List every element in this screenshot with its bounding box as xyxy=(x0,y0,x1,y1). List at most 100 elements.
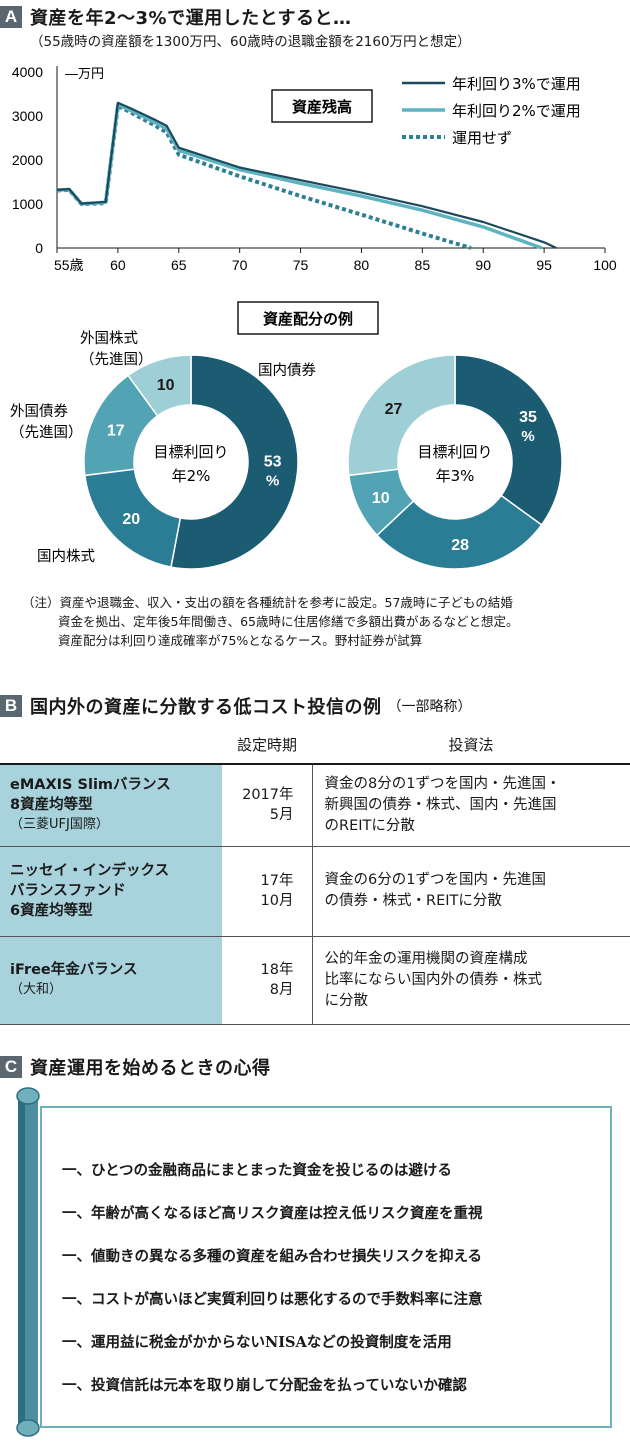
note-line: 資産配分は利回り達成確率が75%となるケース。野村証券が試算 xyxy=(58,633,423,648)
series-line-1 xyxy=(56,102,543,250)
slice-label-foreign-stocks: （先進国） xyxy=(80,351,153,368)
fund-company: （大和） xyxy=(10,982,63,997)
slice-label-foreign-bonds: （先進国） xyxy=(10,424,83,441)
fund-method-cell: 資金の6分の1ずつを国内・先進国 の債券・株式・REITに分散 xyxy=(311,846,630,937)
pie1-center-line1: 目標利回り xyxy=(153,443,228,461)
pie-title-box xyxy=(237,301,379,335)
pie2-slice xyxy=(454,354,563,526)
method-line: 資金の8分の1ずつを国内・先進国・ xyxy=(324,775,561,792)
fund-method-cell: 資金の8分の1ずつを国内・先進国・ 新興国の債券・株式、国内・先進国 のREIT… xyxy=(311,764,630,847)
y-tick-label: 4000 xyxy=(12,64,43,80)
legend-label-1: 年利回り2%で運用 xyxy=(452,102,581,120)
date-line: 8月 xyxy=(269,982,294,998)
method-line: の債券・株式・REITに分散 xyxy=(324,893,502,909)
series-line-0 xyxy=(56,101,557,249)
pie1-value: 10 xyxy=(157,377,175,394)
pie1-center-line2: 年2% xyxy=(172,467,211,485)
pie2-center-line1: 目標利回り xyxy=(417,443,492,461)
pie1-value: 53 xyxy=(264,454,282,471)
y-tick-label: 1000 xyxy=(12,196,43,212)
fund-name-line: 6資産均等型 xyxy=(10,903,93,919)
date-line: 10月 xyxy=(260,893,294,909)
x-tick-label: 100 xyxy=(593,257,617,273)
fund-name-line: 8資産均等型 xyxy=(10,797,93,814)
section-a-badge: A xyxy=(0,6,22,28)
fund-name-cell: ニッセイ・インデックス バランスファンド 6資産均等型 xyxy=(0,846,222,937)
rule-item: 一、年齢が高くなるほど高リスク資産は控え低リスク資産を重視 xyxy=(62,1205,483,1222)
scroll-panel xyxy=(40,1106,612,1428)
fund-date-cell: 18年 8月 xyxy=(222,936,312,1025)
date-line: 5月 xyxy=(269,807,294,824)
pie1-value: 17 xyxy=(107,422,125,439)
date-line: 18年 xyxy=(260,962,294,978)
y-tick-label: 3000 xyxy=(12,108,43,124)
rules-list: 一、ひとつの金融商品にまとまった資金を投じるのは避ける 一、年齢が高くなるほど高… xyxy=(62,1160,607,1418)
pie2-slice xyxy=(347,354,456,477)
rule-item: 一、運用益に税金がかからないNISAなどの投資制度を活用 xyxy=(62,1334,452,1351)
fund-table: 設定時期 投資法 eMAXIS Slimバランス 8資産均等型 （三菱UFJ国際… xyxy=(0,726,630,1025)
table-row: iFree年金バランス （大和） 18年 8月 公的年金の運用機関の資産構成 比… xyxy=(0,936,630,1025)
legend-label-2: 運用せず xyxy=(452,129,512,147)
slice-label-foreign-stocks: 外国株式 xyxy=(80,330,138,347)
section-a-title: 資産を年2～3%で運用したとすると… xyxy=(30,8,352,29)
pie2-slice xyxy=(375,494,543,570)
table-header-row: 設定時期 投資法 xyxy=(0,726,630,765)
header-fund xyxy=(0,726,222,765)
date-line: 17年 xyxy=(260,873,294,889)
section-b-title-note: （一部略称） xyxy=(387,699,472,715)
x-tick-label: 95 xyxy=(536,257,552,273)
method-line: に分散 xyxy=(324,992,369,1009)
section-b-title: 国内外の資産に分散する低コスト投信の例 xyxy=(30,697,382,718)
method-line: 公的年金の運用機関の資産構成 xyxy=(324,950,528,967)
fund-date-cell: 17年 10月 xyxy=(222,846,312,937)
slice-label-domestic-stocks: 国内株式 xyxy=(37,548,95,565)
series-line-2 xyxy=(56,103,472,250)
method-line: 比率にならい国内外の債券・株式 xyxy=(324,971,543,988)
fund-company: （三菱UFJ国際） xyxy=(10,817,109,833)
legend-label-0: 年利回り3%で運用 xyxy=(452,75,581,93)
pie2-unit: % xyxy=(521,428,534,445)
section-b-header: B 国内外の資産に分散する低コスト投信の例 （一部略称） xyxy=(0,693,472,719)
x-tick-label: 80 xyxy=(354,257,370,273)
chart-title: 資産残高 xyxy=(292,98,352,116)
pie2-value: 35 xyxy=(519,409,537,426)
rule-item: 一、投資信託は元本を取り崩して分配金を払っていないか確認 xyxy=(62,1377,467,1394)
fund-name-line: eMAXIS Slimバランス xyxy=(10,777,171,794)
fund-method-cell: 公的年金の運用機関の資産構成 比率にならい国内外の債券・株式 に分散 xyxy=(311,936,630,1025)
date-line: 2017年 xyxy=(242,787,294,804)
pie2-value: 28 xyxy=(451,537,469,554)
method-line: 新興国の債券・株式、国内・先進国 xyxy=(324,796,557,813)
method-line: のREITに分散 xyxy=(324,817,415,834)
section-c-badge: C xyxy=(0,1056,22,1078)
pie1-slice xyxy=(170,354,299,570)
scroll-rod-icon xyxy=(16,1087,40,1437)
rule-item: 一、ひとつの金融商品にまとまった資金を投じるのは避ける xyxy=(62,1162,452,1179)
note-line: 資金を拠出、定年後5年間働き、65歳時に住居修繕で多額出費があるなどと想定。 xyxy=(58,614,519,629)
section-c-title: 資産運用を始めるときの心得 xyxy=(30,1058,271,1079)
y-tick-label: 0 xyxy=(35,240,43,256)
method-line: 資金の6分の1ずつを国内・先進国 xyxy=(324,872,546,888)
section-a-header: A 資産を年2～3%で運用したとすると… xyxy=(0,4,352,30)
pie1-value: 20 xyxy=(122,511,140,528)
slice-label-domestic-bonds: 国内債券 xyxy=(258,362,316,379)
y-tick-label: 2000 xyxy=(12,152,43,168)
section-c-header: C 資産運用を始めるときの心得 xyxy=(0,1054,271,1080)
section-b-badge: B xyxy=(0,695,22,717)
table-row: ニッセイ・インデックス バランスファンド 6資産均等型 17年 10月 資金の6… xyxy=(0,846,630,937)
note-line: （注）資産や退職金、収入・支出の額を各種統計を参考に設定。57歳時に子どもの結婚 xyxy=(22,595,513,610)
fund-name-line: ニッセイ・インデックス xyxy=(10,863,170,879)
x-tick-label: 60 xyxy=(110,257,126,273)
balance-line-chart: 0 1000 2000 3000 4000 ―万円 55歳 60 65 70 75 80 85 90 95 1… xyxy=(12,64,617,273)
pie1-unit: % xyxy=(266,473,279,490)
chart-note: （注）資産や退職金、収入・支出の額を各種統計を参考に設定。57歳時に子どもの結婚… xyxy=(22,593,622,650)
rule-item: 一、コストが高いほど実質利回りは悪化するので手数料率に注意 xyxy=(62,1291,483,1308)
x-tick-label: 55歳 xyxy=(54,257,84,273)
table-row: eMAXIS Slimバランス 8資産均等型 （三菱UFJ国際） 2017年 5… xyxy=(0,764,630,847)
pie2-value: 27 xyxy=(385,401,403,418)
rule-item: 一、値動きの異なる多種の資産を組み合わせ損失リスクを抑える xyxy=(62,1248,483,1265)
x-tick-label: 75 xyxy=(293,257,309,273)
pie2-center-line2: 年3% xyxy=(436,467,475,485)
slice-label-foreign-bonds: 外国債券 xyxy=(10,403,68,420)
pie2-value: 10 xyxy=(372,490,390,507)
